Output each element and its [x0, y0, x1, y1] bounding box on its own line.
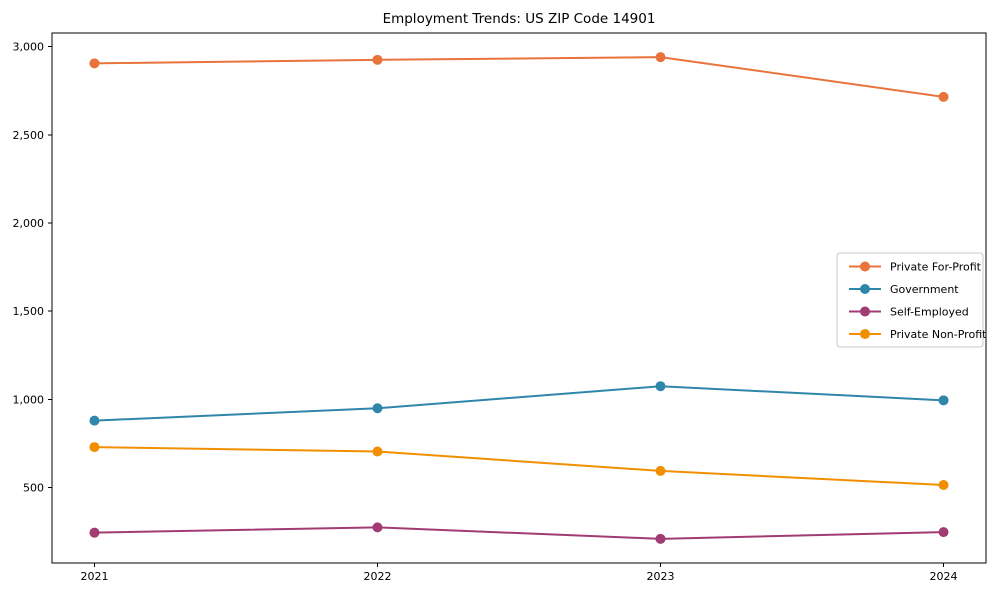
- series-line-self-employed: [93, 526, 945, 540]
- x-axis-tick-label: 2023: [647, 570, 675, 583]
- data-point-private-non-profit: [372, 446, 383, 457]
- y-axis-tick-label: 1,000: [13, 393, 45, 406]
- legend-item-label: Private Non-Profit: [890, 328, 987, 341]
- data-point-government: [938, 395, 949, 406]
- data-point-private-non-profit: [655, 465, 666, 476]
- legend-item-label: Private For-Profit: [890, 261, 982, 274]
- data-point-private-for-profit: [372, 54, 383, 65]
- data-point-private-non-profit: [938, 480, 949, 491]
- data-point-private-for-profit: [938, 91, 949, 102]
- data-point-self-employed: [938, 527, 949, 538]
- data-point-government: [655, 381, 666, 392]
- legend-item: Private For-Profit: [849, 261, 982, 274]
- y-axis-tick-label: 2,500: [13, 129, 45, 142]
- y-axis-tick-label: 2,000: [13, 217, 45, 230]
- series-line-government: [93, 385, 945, 422]
- legend-item-label: Self-Employed: [890, 306, 969, 319]
- x-axis-tick-label: 2021: [80, 570, 108, 583]
- data-point-government: [372, 403, 383, 414]
- series-line-private-for-profit: [93, 56, 945, 98]
- data-point-self-employed: [372, 522, 383, 533]
- legend-item: Private Non-Profit: [849, 328, 987, 341]
- data-point-self-employed: [655, 533, 666, 544]
- data-point-private-non-profit: [89, 442, 100, 453]
- legend: Private For-Profit Government Self-Employe…: [836, 252, 987, 348]
- legend-marker-icon: [860, 306, 870, 317]
- legend-item-label: Government: [890, 283, 959, 296]
- y-axis-tick-label: 3,000: [13, 41, 45, 54]
- legend-item: Self-Employed: [849, 306, 969, 319]
- legend-item: Government: [849, 283, 959, 296]
- data-point-private-for-profit: [655, 52, 666, 63]
- data-point-self-employed: [89, 527, 100, 538]
- chart-title: Employment Trends: US ZIP Code 14901: [383, 11, 656, 27]
- legend-box: [836, 252, 984, 348]
- y-axis-tick-label: 500: [23, 482, 44, 495]
- data-point-government: [89, 415, 100, 426]
- legend-marker-icon: [860, 284, 870, 294]
- y-axis-tick-label: 1,500: [13, 305, 45, 318]
- x-axis-tick-label: 2022: [363, 570, 391, 583]
- x-axis-tick-label: 2024: [930, 570, 958, 583]
- data-point-private-for-profit: [89, 58, 100, 69]
- legend-marker-icon: [860, 329, 870, 339]
- legend-marker-icon: [860, 261, 870, 272]
- plot-area-frame: [51, 32, 987, 564]
- series-line-private-non-profit: [93, 446, 945, 487]
